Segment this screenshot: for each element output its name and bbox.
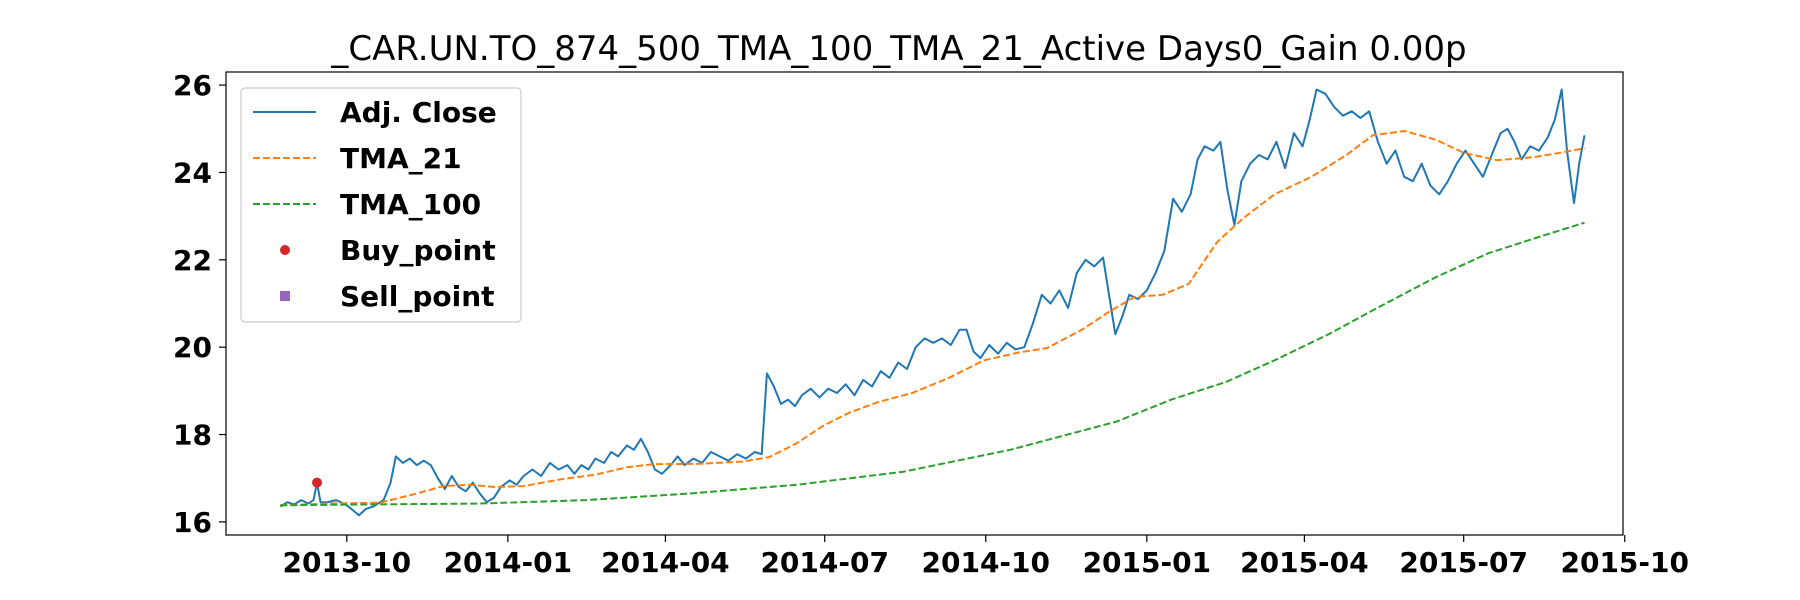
y-tick-label: 22: [173, 244, 212, 277]
legend-item-tma-21: TMA_21: [253, 142, 462, 175]
legend: Adj. Close TMA_21 TMA_100 Buy_point Sell_poi…: [240, 87, 522, 323]
plot-frame: [225, 71, 1624, 536]
chart-title: _CAR.UN.TO_874_500_TMA_100_TMA_21_Active…: [330, 29, 1466, 69]
marker-layer: [312, 477, 323, 488]
legend-item-sell-point: Sell_point: [280, 280, 495, 313]
y-axis: 16 18 20 22 24 26: [173, 69, 226, 539]
legend-item-buy-point: Buy_point: [280, 234, 496, 267]
x-tick-label: 2014-10: [922, 546, 1051, 579]
x-tick-label: 2015-01: [1083, 546, 1212, 579]
legend-item-tma-100: TMA_100: [253, 188, 481, 221]
series-layer: [279, 88, 1586, 517]
legend-label: TMA_100: [340, 188, 481, 221]
x-axis: 2013-10 2014-01 2014-04 2014-07 2014-10 2015-…: [283, 535, 1689, 579]
legend-label: Adj. Close: [340, 96, 497, 129]
x-tick-label: 2014-07: [760, 546, 889, 579]
legend-item-adj-close: Adj. Close: [253, 96, 497, 129]
legend-box: [240, 87, 522, 323]
x-tick-label: 2015-04: [1240, 546, 1369, 579]
series-line-tma-21: [280, 130, 1585, 507]
legend-swatch: [280, 291, 290, 301]
y-tick-label: 24: [173, 156, 212, 189]
legend-label: Sell_point: [340, 280, 495, 313]
y-tick-label: 20: [173, 331, 212, 364]
marker-buy-point: [312, 477, 323, 488]
y-tick-label: 26: [173, 69, 212, 102]
y-tick-label: 16: [173, 506, 212, 539]
legend-items: Adj. Close TMA_21 TMA_100 Buy_point Sell_poi…: [253, 96, 497, 313]
x-tick-label: 2015-07: [1399, 546, 1528, 579]
x-tick-label: 2015-10: [1560, 546, 1689, 579]
x-tick-label: 2014-01: [444, 546, 573, 579]
legend-label: TMA_21: [340, 142, 462, 175]
legend-swatch: [280, 245, 290, 255]
series-line-tma-100: [280, 221, 1585, 507]
x-tick-label: 2013-10: [283, 546, 412, 579]
y-tick-label: 18: [173, 419, 212, 452]
legend-label: Buy_point: [340, 234, 496, 267]
x-tick-label: 2014-04: [601, 546, 730, 579]
